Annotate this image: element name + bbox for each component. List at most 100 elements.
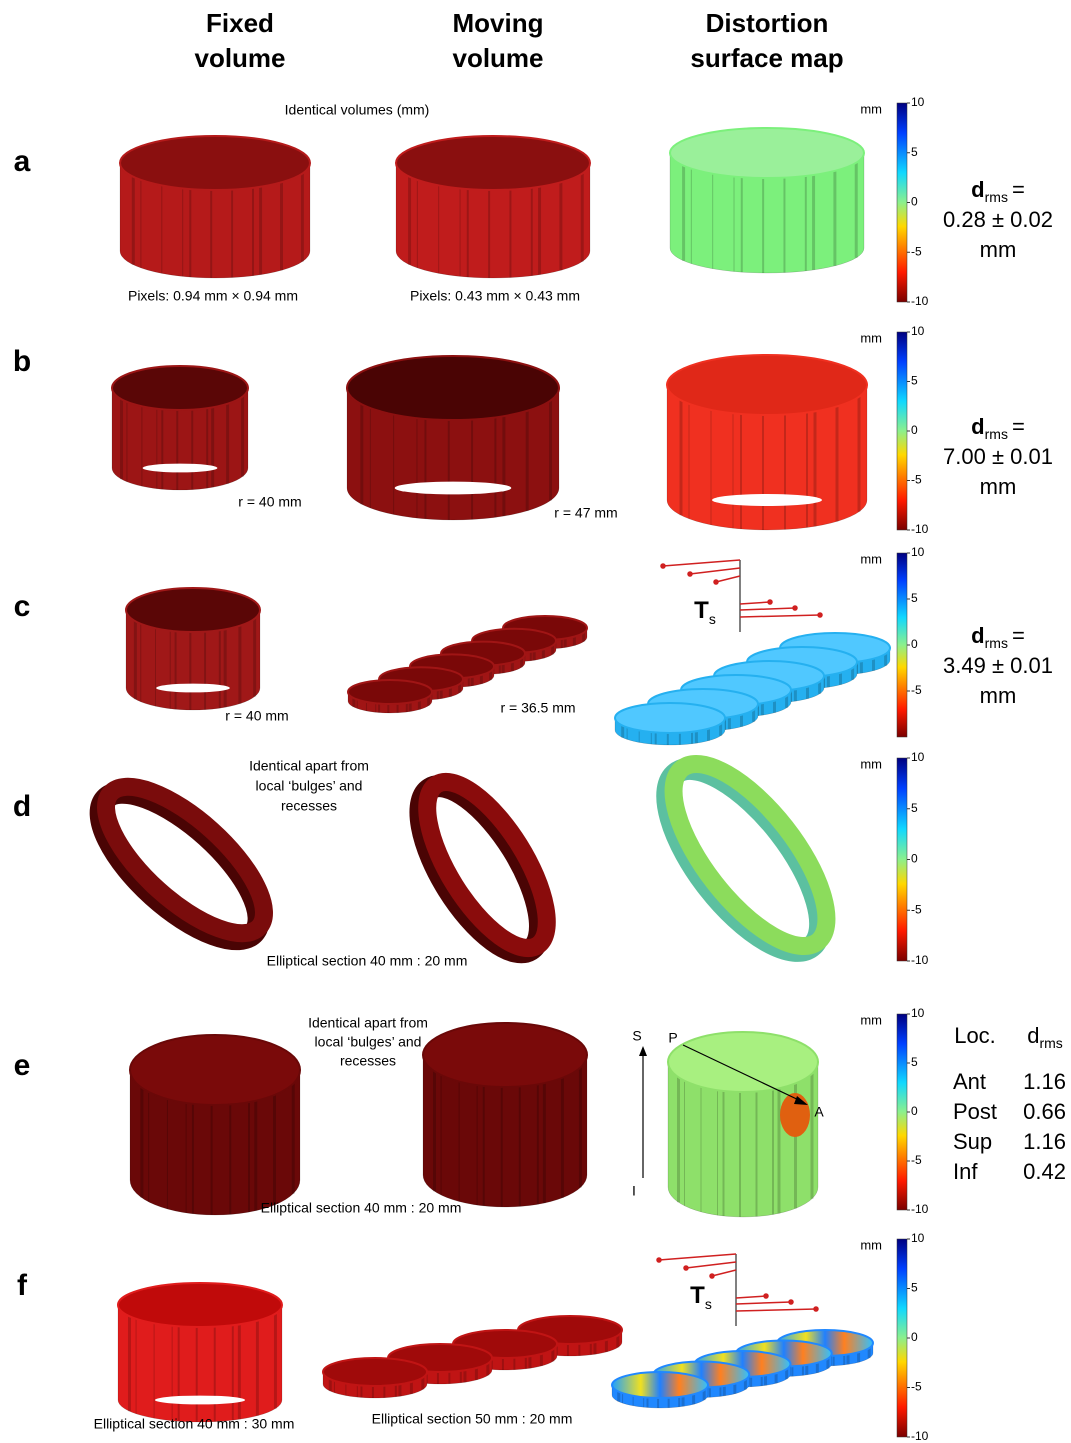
subscript: rms bbox=[985, 426, 1008, 442]
caption: Identical volumes (mm) bbox=[285, 102, 430, 118]
ts-dot bbox=[710, 1274, 714, 1278]
ts-label: Ts bbox=[690, 1282, 712, 1311]
ring-hole bbox=[143, 464, 218, 473]
table-cell: 1.16 bbox=[1023, 1069, 1066, 1094]
figure: FixedvolumeMovingvolumeDistortionsurface… bbox=[0, 0, 1071, 1443]
caption: r = 40 mm bbox=[225, 708, 288, 724]
ts-line bbox=[686, 1262, 736, 1268]
colorbar-tick-label: -10 bbox=[911, 294, 929, 308]
ring-hole bbox=[156, 684, 230, 693]
symbol: d bbox=[971, 414, 984, 439]
drms-value: 7.00 ± 0.01 bbox=[943, 444, 1053, 469]
colorbar bbox=[897, 758, 907, 961]
ts-dot bbox=[814, 1307, 818, 1311]
volume-top bbox=[130, 1035, 300, 1105]
colorbar-tick-label: 5 bbox=[911, 1281, 918, 1295]
disc-top bbox=[348, 680, 432, 704]
table-cell: Sup bbox=[953, 1129, 992, 1154]
colorbar-tick-label: 10 bbox=[911, 545, 925, 559]
ts-dot bbox=[688, 572, 692, 576]
disc-top bbox=[615, 703, 725, 733]
drms-value: 3.49 ± 0.01 bbox=[943, 653, 1053, 678]
colorbar-tick-label: -5 bbox=[911, 683, 922, 697]
ts-line bbox=[716, 576, 740, 582]
row-label: c bbox=[14, 590, 31, 623]
colorbar-unit: mm bbox=[860, 756, 882, 771]
drms-value: 0.28 ± 0.02 bbox=[943, 207, 1053, 232]
colorbar-tick-label: 10 bbox=[911, 1231, 925, 1245]
symbol: d bbox=[1027, 1023, 1039, 1048]
ts-line bbox=[663, 560, 740, 566]
axis-label: A bbox=[814, 1104, 824, 1120]
row-label: d bbox=[13, 790, 31, 823]
colorbar-tick-label: 10 bbox=[911, 95, 925, 109]
volume-top bbox=[423, 1023, 587, 1087]
axis-label: S bbox=[632, 1028, 641, 1044]
colorbar-unit: mm bbox=[860, 1012, 882, 1027]
subscript: s bbox=[705, 1296, 712, 1312]
colorbar-unit: mm bbox=[860, 101, 882, 116]
colorbar-tick-label: 5 bbox=[911, 1055, 918, 1069]
symbol: d bbox=[971, 177, 984, 202]
caption: Pixels: 0.43 mm × 0.43 mm bbox=[410, 288, 580, 304]
axis-label: I bbox=[632, 1183, 636, 1199]
drms-unit: mm bbox=[980, 237, 1017, 262]
arrow-head bbox=[639, 1046, 647, 1056]
subscript: s bbox=[709, 611, 716, 627]
row-label: a bbox=[14, 145, 31, 178]
ts-dot bbox=[764, 1294, 768, 1298]
row-label: f bbox=[17, 1269, 28, 1302]
colorbar-tick-label: 5 bbox=[911, 374, 918, 388]
tilted-ring bbox=[398, 764, 570, 970]
volume-top bbox=[396, 136, 590, 190]
colorbar-tick-label: 0 bbox=[911, 1104, 918, 1118]
colorbar-unit: mm bbox=[860, 330, 882, 345]
equals: = bbox=[1012, 414, 1025, 439]
drms-unit: mm bbox=[980, 683, 1017, 708]
colorbar-tick-label: -10 bbox=[911, 953, 929, 967]
ts-line bbox=[712, 1270, 736, 1276]
drms-unit: mm bbox=[980, 474, 1017, 499]
volume-top bbox=[120, 136, 310, 190]
subscript: rms bbox=[1039, 1035, 1062, 1051]
table-cell: 1.16 bbox=[1023, 1129, 1066, 1154]
row-label: b bbox=[13, 345, 31, 378]
table-header: drms bbox=[1027, 1023, 1063, 1051]
column-header: surface map bbox=[690, 43, 843, 73]
colorbar-tick-label: 0 bbox=[911, 852, 918, 866]
colorbar-tick-label: 10 bbox=[911, 1006, 925, 1020]
colorbar-tick-label: 0 bbox=[911, 637, 918, 651]
caption: Elliptical section 40 mm : 30 mm bbox=[94, 1416, 295, 1432]
colorbar-tick-label: 5 bbox=[911, 591, 918, 605]
colorbar-tick-label: 0 bbox=[911, 1330, 918, 1344]
ts-line bbox=[736, 1296, 766, 1298]
colorbar bbox=[897, 1014, 907, 1210]
caption: local ‘bulges’ and bbox=[315, 1034, 422, 1050]
colorbar bbox=[897, 553, 907, 737]
table-cell: 0.42 bbox=[1023, 1159, 1066, 1184]
ts-diagram bbox=[657, 1254, 818, 1326]
ring-hole bbox=[155, 1396, 245, 1405]
caption: recesses bbox=[281, 798, 337, 814]
ts-label: Ts bbox=[694, 597, 716, 626]
colorbar-tick-label: -5 bbox=[911, 1380, 922, 1394]
colorbar-tick-label: -5 bbox=[911, 902, 922, 916]
colorbar bbox=[897, 103, 907, 302]
colorbar-tick-label: -5 bbox=[911, 244, 922, 258]
ts-dot bbox=[684, 1266, 688, 1270]
drms-label: drms= bbox=[971, 414, 1025, 442]
colorbar-tick-label: -10 bbox=[911, 522, 929, 536]
ts-dot bbox=[657, 1258, 661, 1262]
caption: Identical apart from bbox=[249, 758, 369, 774]
column-header: Fixed bbox=[206, 8, 274, 38]
ring-top bbox=[347, 356, 559, 420]
caption: r = 47 mm bbox=[554, 505, 617, 521]
ts-line bbox=[736, 1309, 816, 1311]
ts-dot bbox=[768, 600, 772, 604]
subscript: rms bbox=[985, 635, 1008, 651]
ring-top bbox=[126, 588, 260, 632]
row-label: e bbox=[14, 1049, 31, 1082]
ts-line bbox=[659, 1254, 736, 1260]
column-header: Moving bbox=[453, 8, 544, 38]
caption: recesses bbox=[340, 1053, 396, 1069]
